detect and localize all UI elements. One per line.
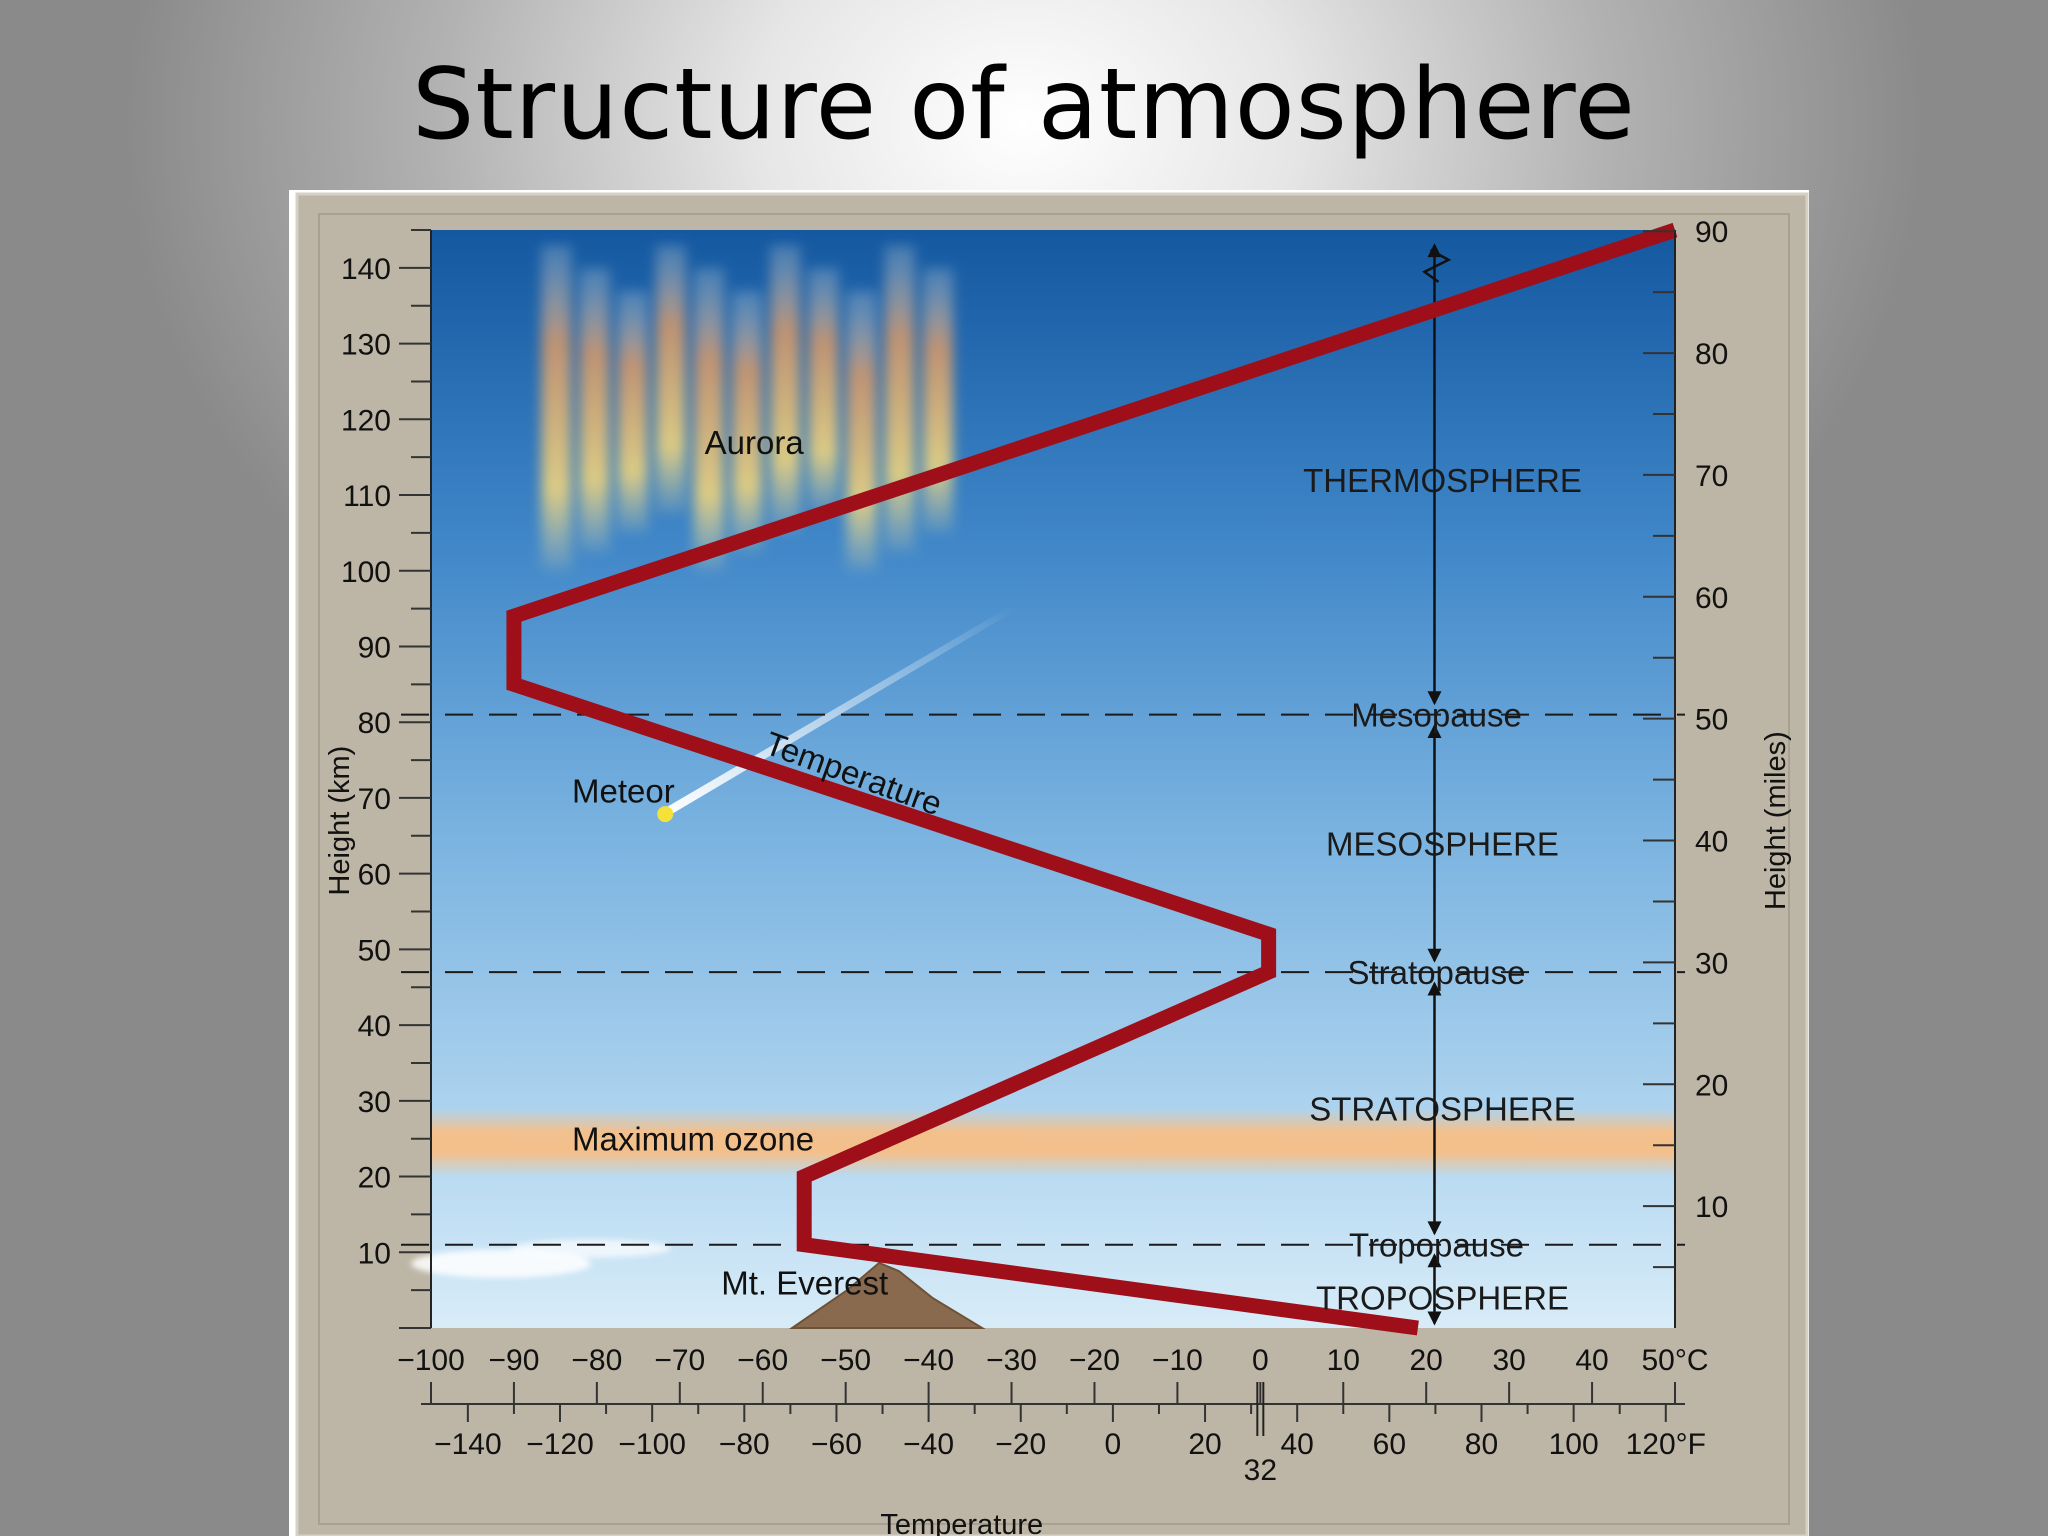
x-tick-label-celsius: 30	[1492, 1344, 1525, 1377]
x-tick-label-fahrenheit: 80	[1465, 1428, 1498, 1461]
y-tick-label-miles: 20	[1695, 1069, 1728, 1102]
layer-label: STRATOSPHERE	[1309, 1090, 1576, 1127]
x-tick-label-celsius: 20	[1410, 1344, 1443, 1377]
x-tick-label-fahrenheit: 60	[1373, 1428, 1406, 1461]
x-tick-label-fahrenheit: −40	[903, 1428, 954, 1461]
arrowhead-up	[1427, 1253, 1442, 1268]
y-tick-label-miles: 80	[1695, 338, 1728, 371]
x-tick-label-celsius: −10	[1152, 1344, 1203, 1377]
y-tick-label-km: 110	[343, 480, 391, 513]
temperature-curve	[506, 222, 1678, 1336]
boundary-label: Stratopause	[1348, 954, 1526, 991]
aurora-streak	[922, 267, 953, 533]
frame-inner-edge	[318, 213, 1790, 1525]
freezing-mark-label: 32	[1244, 1454, 1277, 1487]
x-tick-label-celsius: −60	[737, 1344, 788, 1377]
y-tick-label-km: 50	[358, 934, 391, 967]
y-tick-label-miles: 70	[1695, 460, 1728, 493]
arrowhead-up	[1427, 981, 1442, 996]
y-axis-title-miles: Height (miles)	[1760, 731, 1792, 910]
x-tick-label-celsius: −30	[986, 1344, 1037, 1377]
arrowhead-up	[1427, 723, 1442, 738]
layer-label: MESOSPHERE	[1326, 825, 1559, 862]
aurora-illustration	[541, 245, 953, 571]
x-tick-label-celsius: −40	[903, 1344, 954, 1377]
x-tick-label-fahrenheit: 120°F	[1626, 1428, 1706, 1461]
arrowhead-down	[1427, 1311, 1442, 1326]
x-tick-label-fahrenheit: −120	[526, 1428, 594, 1461]
x-tick-label-fahrenheit: −60	[811, 1428, 862, 1461]
y-tick-label-miles: 30	[1695, 947, 1728, 980]
y-tick-label-km: 80	[358, 707, 391, 740]
x-tick-label-fahrenheit: 20	[1188, 1428, 1221, 1461]
aurora-streak	[884, 245, 915, 552]
mt-everest-illustration	[788, 1261, 986, 1329]
aurora-streak	[770, 245, 801, 533]
boundary-label: Mesopause	[1351, 697, 1522, 734]
feature-label: Mt. Everest	[721, 1265, 888, 1302]
x-tick-label-fahrenheit: 40	[1281, 1428, 1314, 1461]
y-tick-label-km: 30	[358, 1086, 391, 1119]
aurora-streak	[808, 267, 839, 514]
x-tick-label-celsius: −80	[571, 1344, 622, 1377]
x-tick-label-celsius: −70	[654, 1344, 705, 1377]
x-tick-label-celsius: 40	[1575, 1344, 1608, 1377]
aurora-streak	[579, 267, 610, 552]
x-tick-label-fahrenheit: −20	[995, 1428, 1046, 1461]
x-axis-title: Temperature	[880, 1509, 1043, 1536]
aurora-streak	[541, 245, 572, 571]
feature-label: Maximum ozone	[572, 1121, 814, 1158]
x-tick-label-celsius: 50°C	[1641, 1344, 1708, 1377]
boundary-label: Tropopause	[1349, 1227, 1524, 1264]
y-tick-label-km: 130	[341, 329, 391, 362]
y-tick-label-miles: 10	[1695, 1191, 1728, 1224]
cloud	[411, 1249, 591, 1278]
y-axis-title-km: Height (km)	[324, 746, 356, 896]
aurora-streak	[846, 290, 877, 571]
aurora-streak	[732, 290, 763, 552]
x-tick-label-celsius: −90	[488, 1344, 539, 1377]
slide-title: Structure of atmosphere	[412, 48, 1636, 162]
y-tick-label-km: 10	[358, 1237, 391, 1270]
y-tick-label-km: 120	[341, 404, 391, 437]
cloud	[511, 1239, 671, 1258]
axis-break-mark	[1422, 248, 1452, 283]
ozone-band	[431, 1108, 1675, 1177]
y-tick-label-miles: 90	[1695, 216, 1728, 249]
y-tick-label-miles: 40	[1695, 826, 1728, 859]
x-tick-label-fahrenheit: −80	[719, 1428, 770, 1461]
x-tick-label-celsius: −50	[820, 1344, 871, 1377]
arrowhead-down	[1427, 691, 1442, 706]
x-tick-label-celsius: 0	[1252, 1344, 1269, 1377]
y-tick-label-miles: 50	[1695, 704, 1728, 737]
arrowhead-down	[1427, 1221, 1442, 1236]
x-tick-label-celsius: 10	[1327, 1344, 1360, 1377]
layer-span-arrows	[1422, 243, 1452, 1326]
y-tick-label-km: 20	[358, 1162, 391, 1195]
layer-label: TROPOSPHERE	[1316, 1280, 1569, 1317]
x-tick-label-celsius: −20	[1069, 1344, 1120, 1377]
aurora-streak	[693, 267, 724, 571]
y-tick-label-km: 140	[341, 253, 391, 286]
y-tick-label-km: 70	[358, 783, 391, 816]
x-tick-label-fahrenheit: −140	[434, 1428, 502, 1461]
y-tick-label-miles: 60	[1695, 582, 1728, 615]
layer-label: THERMOSPHERE	[1303, 462, 1582, 499]
x-tick-label-fahrenheit: 100	[1549, 1428, 1599, 1461]
y-tick-label-km: 40	[358, 1010, 391, 1043]
y-tick-label-km: 60	[358, 859, 391, 892]
aurora-streak	[617, 290, 648, 533]
feature-label: Aurora	[705, 424, 805, 461]
y-tick-label-km: 100	[341, 556, 391, 589]
meteor-head	[657, 806, 674, 823]
x-tick-label-fahrenheit: −100	[618, 1428, 686, 1461]
x-tick-label-fahrenheit: 0	[1105, 1428, 1122, 1461]
y-tick-label-km: 90	[358, 631, 391, 664]
x-tick-label-celsius: −100	[397, 1344, 465, 1377]
aurora-streak	[655, 245, 686, 514]
feature-label: Meteor	[572, 772, 675, 809]
arrowhead-down	[1427, 948, 1442, 963]
